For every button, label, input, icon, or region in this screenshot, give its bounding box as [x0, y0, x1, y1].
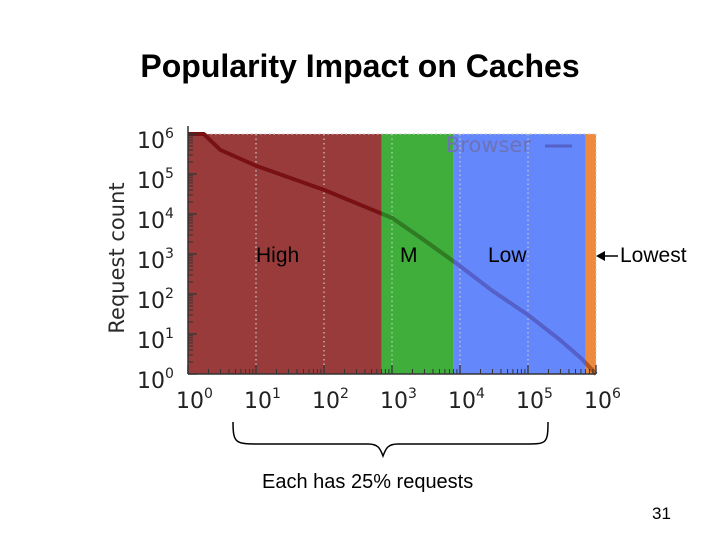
legend-label-browser: Browser [446, 133, 531, 157]
series-line-tint [188, 132, 382, 216]
y-tick-label: 104 [137, 206, 174, 234]
y-tick-label: 102 [137, 286, 174, 314]
y-tick-label: 101 [137, 326, 174, 354]
region-label-m: M [400, 244, 418, 267]
y-tick-label: 106 [137, 126, 174, 154]
x-tick-label: 101 [244, 386, 281, 414]
region-label-low: Low [488, 244, 527, 267]
chart-grid [187, 133, 597, 374]
series-layer [188, 132, 598, 376]
lowest-arrowhead [596, 251, 605, 261]
caption-brace [232, 421, 549, 459]
y-tick-label: 103 [137, 246, 174, 274]
chart-legend: Browser [446, 133, 572, 157]
region-label-lowest: Lowest [620, 244, 687, 267]
x-tick-label: 106 [584, 386, 621, 414]
page-number: 31 [652, 504, 671, 523]
y-tick-label: 100 [137, 366, 174, 394]
slide-title: Popularity Impact on Caches [140, 48, 580, 84]
x-tick-label: 100 [176, 386, 213, 414]
caption: Each has 25% requests [262, 471, 474, 493]
annotations [232, 251, 618, 459]
y-axis-title: Request count [105, 182, 129, 333]
y-tick-label: 105 [137, 166, 174, 194]
region-label-high: High [256, 244, 300, 267]
region-low [453, 134, 586, 374]
x-tick-label: 104 [448, 386, 485, 414]
x-tick-label: 103 [380, 386, 417, 414]
series-line-tint [381, 211, 454, 264]
x-tick-label: 105 [516, 386, 553, 414]
chart-axes: 100 101 102 103 104 105 106 100 101 102 103 104 105 1… [105, 126, 621, 414]
region-lowest [585, 134, 596, 374]
x-tick-label: 102 [312, 386, 349, 414]
